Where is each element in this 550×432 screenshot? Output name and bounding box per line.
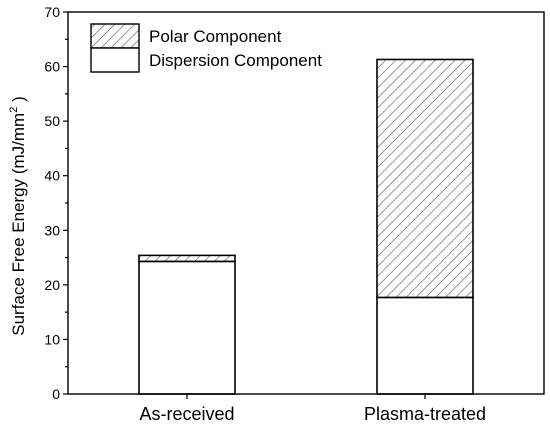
legend-label-dispersion-component: Dispersion Component [149,51,322,70]
y-axis-title: Surface Free Energy (mJ/mm2 ) [8,96,28,335]
legend-swatch-dispersion-component [90,47,140,73]
axes-layer: As-received Plasma-treated 0 10 20 30 40 50 60 70 [44,4,545,424]
bars-layer [138,58,474,395]
y-tick-label: 20 [44,277,60,293]
y-tick-label: 70 [44,4,60,20]
y-tick-label: 10 [44,331,60,347]
bar-dispersion-component-as-received [138,260,236,395]
y-tick-label: 60 [44,59,60,75]
x-tick-label: As-received [139,404,234,424]
legend-label-polar-component: Polar Component [149,27,282,46]
y-tick-label: 0 [52,386,60,402]
bar-polar-component-as-received [138,254,236,263]
bar-polar-component-plasma-treated [376,58,474,299]
y-axis-title-main: Surface Free Energy (mJ/mm [9,113,28,336]
bar-dispersion-component-plasma-treated [376,296,474,395]
y-axis-title-tail: ) [9,96,28,106]
y-tick-label: 50 [44,113,60,129]
y-tick-label: 30 [44,222,60,238]
x-tick-label: Plasma-treated [364,404,486,424]
y-tick-label: 40 [44,168,60,184]
legend-swatch-polar-component [90,23,140,49]
y-axis-title-superscript: 2 [8,107,20,113]
legend: Polar Component Dispersion Component [90,23,322,73]
